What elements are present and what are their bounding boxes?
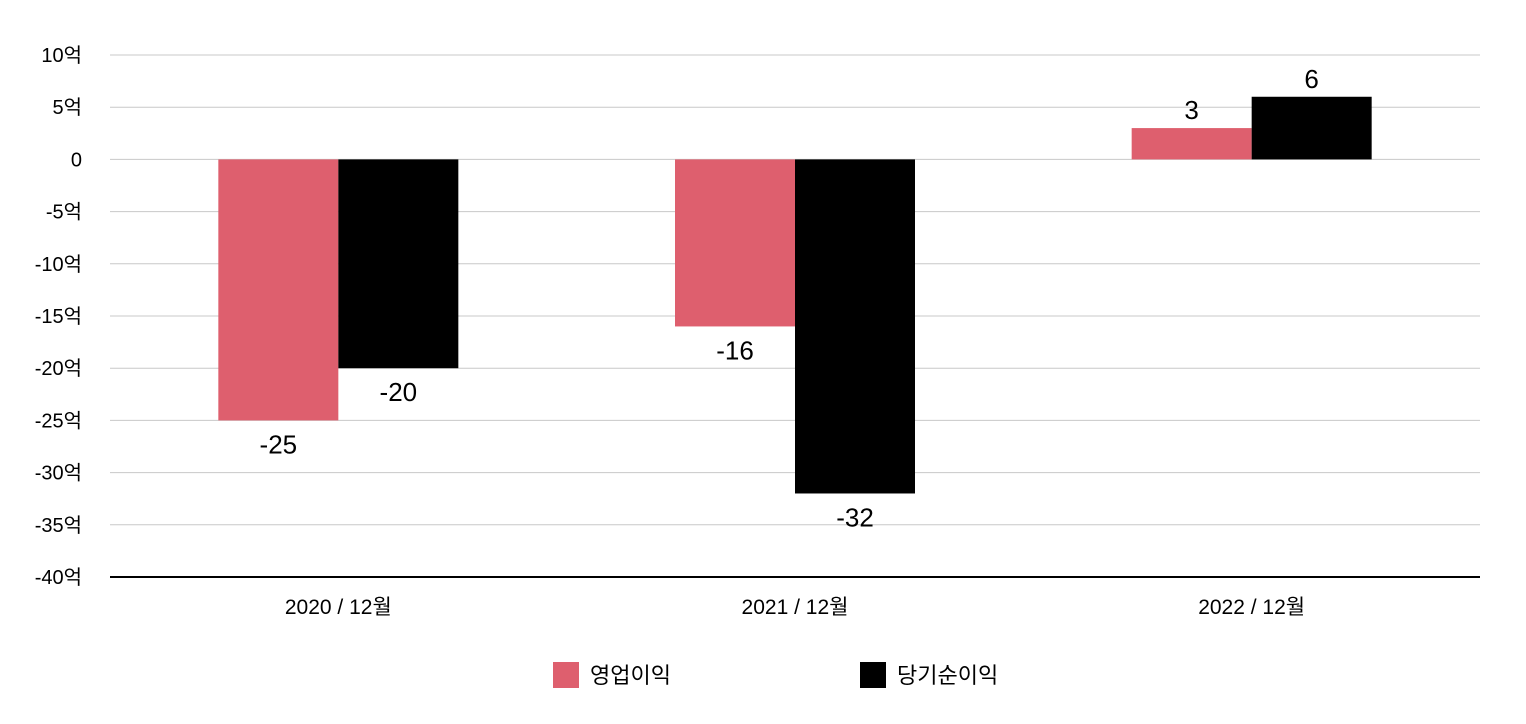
data-label: -20 — [380, 377, 418, 407]
y-tick-label: 5억 — [52, 96, 82, 119]
y-tick-label: -30억 — [35, 462, 82, 485]
data-label: 6 — [1304, 64, 1318, 94]
data-label: -32 — [836, 502, 874, 532]
x-category-label: 2022 / 12월 — [1198, 596, 1305, 619]
bar-operating-profit-1 — [675, 159, 795, 327]
bar-operating-profit-0 — [218, 159, 339, 421]
y-tick-label: 10억 — [41, 44, 82, 67]
data-labels: -25 -20 -16 -32 3 6 — [260, 64, 1319, 533]
legend: 영업이익 당기순이익 — [553, 662, 998, 688]
legend-swatch — [553, 662, 579, 688]
bar-net-income-0 — [338, 159, 459, 369]
y-tick-label: -15억 — [35, 305, 82, 328]
y-tick-label: -40억 — [35, 566, 82, 589]
data-label: 3 — [1184, 95, 1198, 125]
data-label: -16 — [716, 335, 754, 365]
legend-label: 영업이익 — [590, 663, 671, 688]
bar-net-income-1 — [795, 159, 915, 494]
bar-net-income-2 — [1251, 96, 1372, 160]
x-category-label: 2020 / 12월 — [285, 596, 392, 619]
y-axis-tick-labels: 10억 5억 0 -5억 -10억 -15억 -20억 -25억 -30억 -35억 -40억 — [35, 44, 82, 589]
y-tick-label: -25억 — [35, 409, 82, 432]
bar-operating-profit-2 — [1131, 128, 1252, 160]
y-tick-label: -20억 — [35, 357, 82, 380]
data-label: -25 — [260, 429, 298, 459]
x-category-label: 2021 / 12월 — [742, 596, 849, 619]
x-axis-category-labels: 2020 / 12월 2021 / 12월 2022 / 12월 — [285, 596, 1305, 619]
y-tick-label: -35억 — [35, 514, 82, 537]
legend-swatch — [860, 662, 886, 688]
bars — [218, 96, 1372, 494]
legend-label: 당기순이익 — [897, 663, 998, 688]
y-tick-label: -10억 — [35, 253, 82, 276]
y-tick-label: -5억 — [46, 201, 82, 224]
y-tick-label: 0 — [71, 149, 82, 171]
